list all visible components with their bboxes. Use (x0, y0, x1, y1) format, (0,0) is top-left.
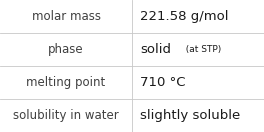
Text: 710 °C: 710 °C (140, 76, 185, 89)
Text: solid: solid (140, 43, 171, 56)
Text: molar mass: molar mass (31, 10, 101, 23)
Text: melting point: melting point (26, 76, 106, 89)
Text: (at STP): (at STP) (180, 45, 221, 54)
Text: phase: phase (48, 43, 84, 56)
Text: 221.58 g/mol: 221.58 g/mol (140, 10, 228, 23)
Text: slightly soluble: slightly soluble (140, 109, 240, 122)
Text: solubility in water: solubility in water (13, 109, 119, 122)
